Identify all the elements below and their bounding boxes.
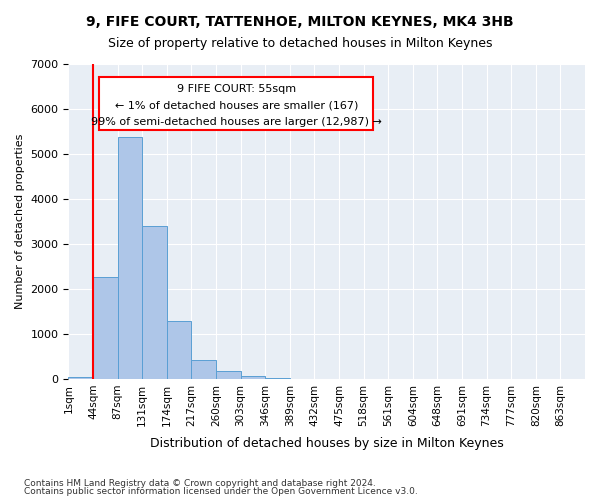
Bar [68, 376, 93, 379]
Text: Contains public sector information licensed under the Open Government Licence v3: Contains public sector information licen… [24, 487, 418, 496]
Text: 9 FIFE COURT: 55sqm: 9 FIFE COURT: 55sqm [177, 84, 296, 94]
Bar [167, 322, 191, 379]
X-axis label: Distribution of detached houses by size in Milton Keynes: Distribution of detached houses by size … [150, 437, 503, 450]
Bar [216, 372, 241, 379]
Text: 99% of semi-detached houses are larger (12,987) →: 99% of semi-detached houses are larger (… [91, 117, 382, 127]
Bar [241, 376, 265, 379]
Bar [191, 360, 216, 379]
Y-axis label: Number of detached properties: Number of detached properties [15, 134, 25, 309]
Text: Contains HM Land Registry data © Crown copyright and database right 2024.: Contains HM Land Registry data © Crown c… [24, 479, 376, 488]
Text: 9, FIFE COURT, TATTENHOE, MILTON KEYNES, MK4 3HB: 9, FIFE COURT, TATTENHOE, MILTON KEYNES,… [86, 15, 514, 29]
Bar [142, 226, 167, 379]
Bar [93, 277, 118, 379]
Bar [118, 137, 142, 379]
Text: Size of property relative to detached houses in Milton Keynes: Size of property relative to detached ho… [108, 38, 492, 51]
Text: ← 1% of detached houses are smaller (167): ← 1% of detached houses are smaller (167… [115, 100, 358, 110]
FancyBboxPatch shape [100, 76, 373, 130]
